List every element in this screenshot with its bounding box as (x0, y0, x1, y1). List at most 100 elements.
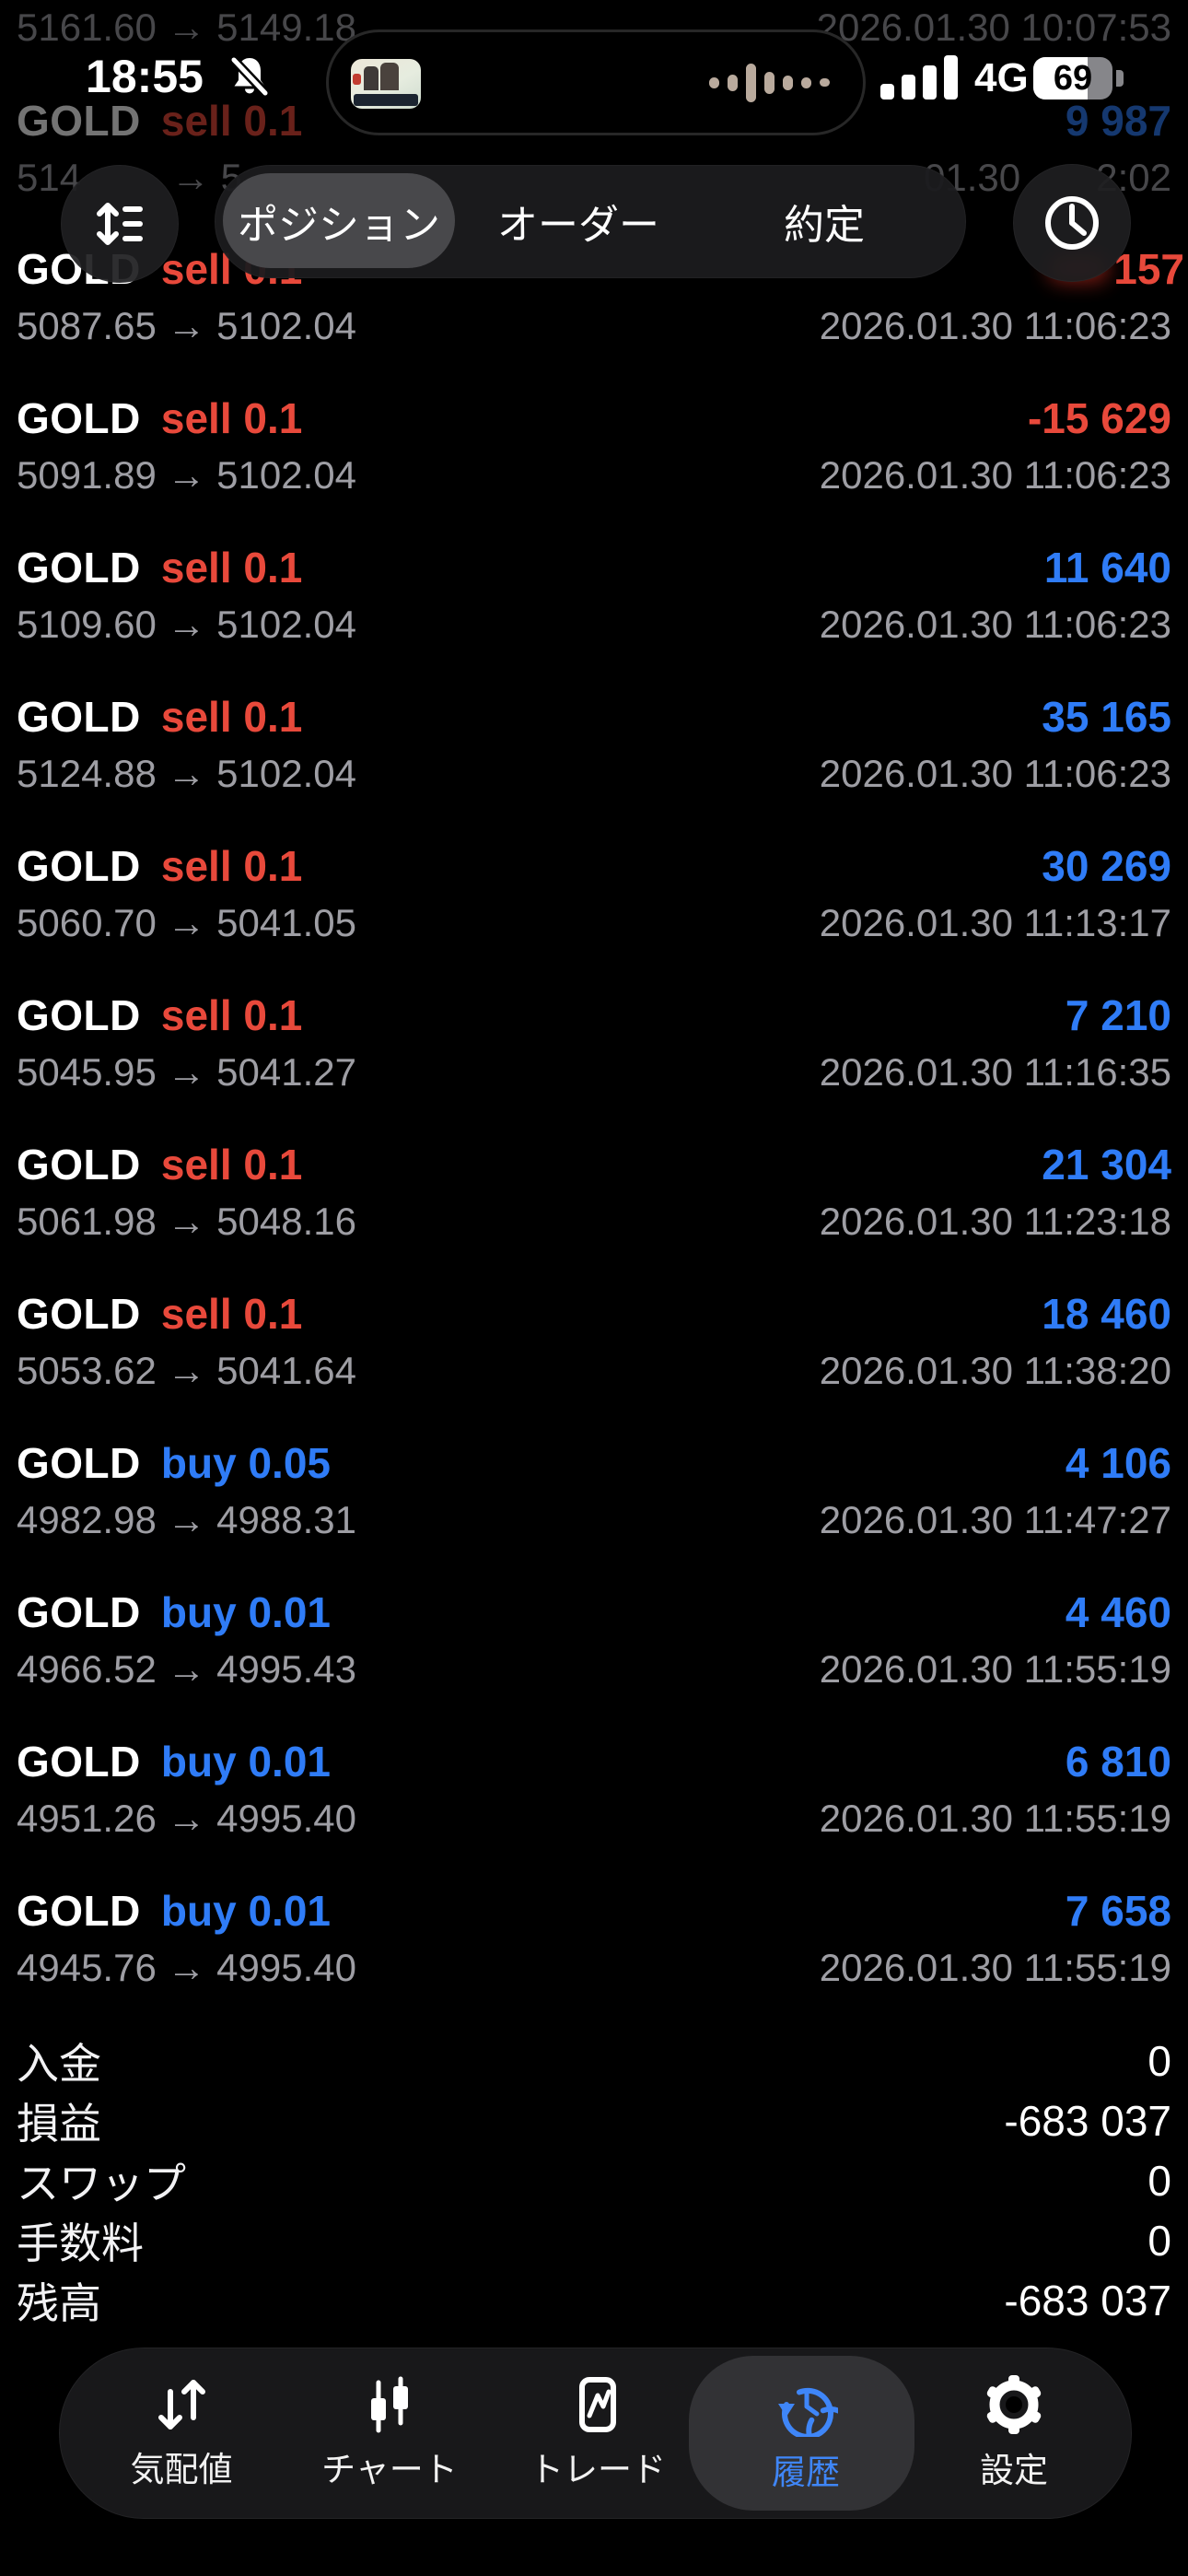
summary-row: 手数料 0 (0, 2210, 1188, 2270)
summary-row: 損益 -683 037 (0, 2090, 1188, 2150)
trade-symbol: GOLD (17, 97, 141, 145)
history-row[interactable]: GOLD sell 0.1 -15 629 5091.89 → 5102.04 … (0, 389, 1188, 538)
tab-quotes[interactable]: 気配値 (77, 2348, 285, 2518)
tab-history[interactable]: 履歴 (702, 2348, 910, 2518)
sort-filter-button[interactable] (61, 165, 179, 283)
dynamic-island[interactable] (326, 29, 866, 135)
trade-symbol: GOLD (17, 1738, 141, 1786)
history-row[interactable]: GOLD sell 0.1 35 165 5124.88 → 5102.04 2… (0, 687, 1188, 837)
trade-chart-icon (579, 2377, 616, 2432)
trade-prices: 5053.62 → 5041.64 (17, 1349, 356, 1392)
tab-positions[interactable]: ポジション (238, 202, 440, 248)
trade-profit: 7 658 (1065, 1887, 1171, 1935)
summary-label: 入金 (17, 2039, 101, 2088)
history-list: GOLD sell 0.1 157 5087.65 → 5102.04 2026… (0, 240, 1188, 2031)
tab-settings[interactable]: 設定 (910, 2348, 1118, 2518)
trade-symbol: GOLD (17, 1887, 141, 1935)
trade-datetime: 2026.01.30 11:06:23 (819, 752, 1171, 795)
history-row[interactable]: GOLD buy 0.05 4 106 4982.98 → 4988.31 20… (0, 1434, 1188, 1583)
trade-datetime: 2026.01.30 11:06:23 (819, 603, 1171, 646)
trade-side-volume: buy 0.01 (160, 1588, 331, 1636)
history-row[interactable]: GOLD sell 0.1 157 5087.65 → 5102.04 2026… (0, 240, 1188, 389)
trade-datetime: 2026.01.30 11:23:18 (819, 1200, 1171, 1243)
quotes-arrows-icon (158, 2380, 205, 2430)
trade-profit: 7 210 (1065, 991, 1171, 1039)
bottom-tab-bar: 気配値 チャート トレード (59, 2348, 1132, 2519)
tab-charts[interactable]: チャート (285, 2348, 494, 2518)
trade-profit: 11 640 (1043, 544, 1171, 591)
trade-prices: 5161.60 → 5149.18 (17, 6, 356, 49)
summary-value: -683 037 (1004, 2096, 1171, 2145)
trade-prices: 5091.89 → 5102.04 (17, 453, 356, 497)
trade-profit: 9 987 (1065, 97, 1171, 145)
time-filter-button[interactable] (1013, 164, 1131, 282)
trade-prices: 4982.98 → 4988.31 (17, 1498, 356, 1541)
trade-symbol: GOLD (17, 1439, 141, 1487)
trade-prices: 5060.70 → 5041.05 (17, 901, 356, 944)
history-row[interactable]: GOLD sell 0.1 30 269 5060.70 → 5041.05 2… (0, 837, 1188, 986)
history-row[interactable]: GOLD buy 0.01 7 658 4945.76 → 4995.40 20… (0, 1881, 1188, 2031)
settings-gear-icon (986, 2375, 1042, 2434)
tab-label: トレード (530, 2451, 666, 2488)
trade-symbol: GOLD (17, 544, 141, 591)
trade-side-volume: sell 0.1 (160, 842, 303, 890)
summary-label: 残高 (17, 2278, 101, 2327)
trade-profit: 35 165 (1042, 693, 1171, 741)
history-row[interactable]: GOLD buy 0.01 4 460 4966.52 → 4995.43 20… (0, 1583, 1188, 1732)
history-row[interactable]: GOLD sell 0.1 7 210 5045.95 → 5041.27 20… (0, 986, 1188, 1135)
status-bar: 18:55 4G (0, 0, 1188, 147)
selected-segment-highlight (223, 173, 455, 268)
trade-profit: 4 460 (1065, 1588, 1171, 1636)
candlestick-chart-icon (371, 2376, 408, 2433)
trade-profit: -15 629 (1027, 394, 1171, 442)
cellular-signal-icon (880, 55, 961, 100)
list-item-partial[interactable]: GOLD sell 0.1 9 987 (17, 97, 1171, 145)
tab-trade[interactable]: トレード (494, 2348, 702, 2518)
battery-percent: 69 (1053, 58, 1093, 98)
tab-deals[interactable]: 約定 (784, 202, 865, 248)
pip-video-thumbnail[interactable] (351, 59, 421, 109)
trade-datetime: 2026.01.30 11:13:17 (819, 901, 1171, 944)
trade-profit: 18 460 (1042, 1290, 1171, 1338)
trade-prices: 5109.60 → 5102.04 (17, 603, 356, 646)
tab-label: チャート (321, 2451, 458, 2488)
trade-prices: 4951.26 → 4995.40 (17, 1797, 356, 1840)
summary-value: -683 037 (1004, 2276, 1171, 2324)
trade-datetime: 2026.01.30 11:55:19 (819, 1946, 1171, 1989)
trade-datetime: 2026.01.30 11:16:35 (819, 1050, 1171, 1094)
trade-symbol: GOLD (17, 842, 141, 890)
trade-datetime: 2026.01.30 11:06:23 (819, 453, 1171, 497)
trade-prices: 5045.95 → 5041.27 (17, 1050, 356, 1094)
history-row[interactable]: GOLD sell 0.1 18 460 5053.62 → 5041.64 2… (0, 1284, 1188, 1434)
trade-datetime: 2026.01.30 10:07:53 (816, 6, 1171, 49)
tab-orders[interactable]: オーダー (497, 202, 659, 248)
trade-datetime: 2026.01.30 11:47:27 (819, 1498, 1171, 1541)
bell-slash-icon (227, 53, 273, 104)
trade-prices: 5061.98 → 5048.16 (17, 1200, 356, 1243)
tab-label: 設定 (980, 2452, 1048, 2489)
trade-side-volume: sell 0.1 (160, 693, 303, 741)
trade-symbol: GOLD (17, 394, 141, 442)
history-segmented-control: ポジション オーダー 約定 (215, 165, 966, 278)
history-row[interactable]: GOLD buy 0.01 6 810 4951.26 → 4995.40 20… (0, 1732, 1188, 1881)
trade-prices: 4945.76 → 4995.40 (17, 1946, 356, 1989)
trade-symbol: GOLD (17, 1588, 141, 1636)
trade-profit: 157 (1113, 245, 1184, 293)
trade-profit: 21 304 (1042, 1141, 1171, 1188)
summary-value: 0 (1147, 2036, 1171, 2085)
trade-datetime: 2026.01.30 11:55:19 (819, 1647, 1171, 1691)
summary-row: 入金 0 (0, 2031, 1188, 2090)
list-item-partial[interactable]: 5161.60 → 5149.18 2026.01.30 10:07:53 (17, 6, 1171, 50)
trade-profit: 4 106 (1065, 1439, 1171, 1487)
trade-side-volume: sell 0.1 (160, 544, 303, 591)
summary-value: 0 (1147, 2156, 1171, 2205)
trade-side-volume: buy 0.05 (160, 1439, 331, 1487)
summary-value: 0 (1147, 2216, 1171, 2265)
audio-waveform-icon (709, 32, 830, 133)
trade-side-volume: sell 0.1 (160, 1141, 303, 1188)
history-row[interactable]: GOLD sell 0.1 21 304 5061.98 → 5048.16 2… (0, 1135, 1188, 1284)
tab-label: 気配値 (130, 2451, 233, 2488)
history-row[interactable]: GOLD sell 0.1 11 640 5109.60 → 5102.04 2… (0, 538, 1188, 687)
account-summary: 入金 0 損益 -683 037 スワップ 0 手数料 0 残高 -683 03… (0, 2031, 1188, 2330)
sort-filter-icon (97, 203, 143, 245)
